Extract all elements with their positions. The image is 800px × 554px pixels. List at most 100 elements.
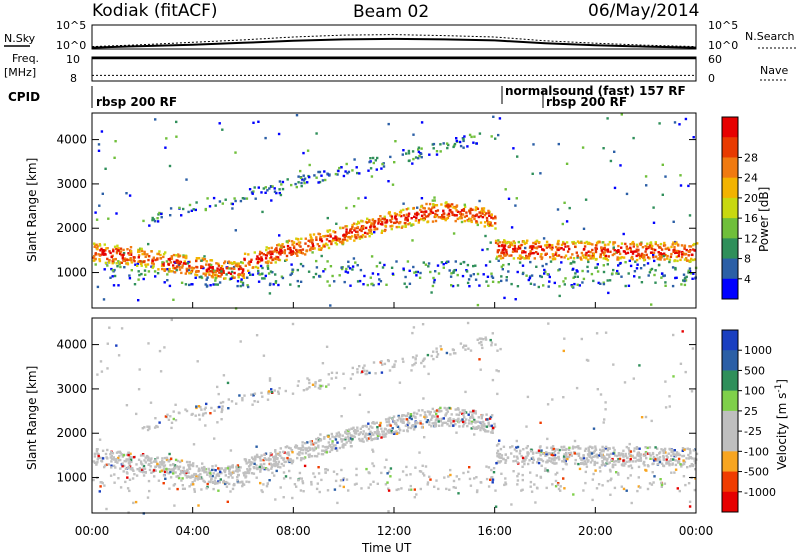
radar-cell (521, 456, 525, 460)
radar-cell (552, 452, 556, 455)
radar-cell (274, 450, 277, 453)
radar-cell (297, 241, 301, 244)
radar-cell (160, 212, 163, 216)
radar-cell (655, 255, 658, 258)
radar-cell (249, 467, 252, 471)
radar-cell (664, 175, 667, 178)
radar-cell (555, 462, 558, 465)
radar-cell (643, 460, 646, 464)
radar-cell (658, 460, 662, 464)
radar-cell (386, 472, 389, 475)
radar-cell (323, 245, 326, 248)
radar-cell (421, 323, 425, 326)
radar-cell (350, 227, 354, 230)
radar-cell (275, 452, 278, 456)
radar-cell (674, 266, 677, 270)
radar-cell (415, 412, 419, 415)
radar-cell (367, 229, 371, 232)
radar-cell (572, 240, 576, 244)
radar-cell (165, 260, 169, 263)
radar-cell (238, 394, 241, 397)
radar-cell (109, 451, 113, 454)
radar-cell (122, 252, 126, 255)
radar-cell (489, 415, 493, 419)
radar-cell (402, 149, 405, 152)
radar-cell (459, 342, 463, 345)
radar-cell (120, 453, 123, 456)
radar-cell (263, 453, 266, 456)
radar-cell (125, 453, 129, 457)
radar-cell (657, 251, 660, 254)
radar-cell (321, 453, 325, 456)
radar-cell (665, 458, 668, 461)
radar-cell (220, 410, 223, 414)
radar-cell (317, 386, 321, 390)
radar-cell (478, 341, 481, 345)
radar-cell (434, 270, 437, 273)
radar-cell (177, 253, 180, 256)
radar-cell (603, 251, 606, 254)
radar-cell (399, 417, 402, 421)
radar-cell (167, 269, 171, 273)
radar-cell (689, 248, 692, 252)
radar-cell (216, 472, 220, 476)
radar-cell (198, 468, 201, 471)
radar-cell (256, 266, 260, 270)
radar-cell (100, 459, 103, 462)
colorbar-tick-label: 28 (744, 151, 758, 164)
radar-cell (531, 452, 535, 455)
radar-cell (248, 271, 251, 274)
radar-cell (210, 275, 214, 278)
radar-cell (260, 465, 264, 469)
radar-cell (119, 247, 123, 250)
radar-cell (368, 235, 371, 238)
radar-cell (664, 247, 667, 251)
radar-cell (549, 256, 552, 259)
radar-cell (407, 223, 410, 226)
radar-cell (278, 251, 281, 254)
radar-cell (530, 274, 534, 277)
radar-cell (384, 483, 388, 486)
radar-cell (362, 227, 365, 230)
radar-cell (470, 420, 474, 424)
radar-cell (245, 197, 249, 200)
radar-cell (274, 281, 277, 284)
radar-cell (180, 479, 183, 482)
radar-cell (485, 425, 489, 428)
radar-cell (106, 342, 109, 345)
radar-cell (683, 283, 687, 287)
radar-cell (320, 174, 323, 177)
y-tick-label: 3000 (56, 382, 87, 396)
radar-cell (200, 275, 203, 278)
radar-cell (414, 212, 417, 216)
radar-cell (146, 496, 150, 499)
radar-cell (507, 241, 510, 244)
radar-cell (312, 244, 315, 248)
radar-cell (528, 275, 532, 278)
radar-cell (249, 273, 252, 276)
radar-cell (226, 467, 230, 470)
radar-cell (631, 255, 634, 259)
radar-cell (468, 466, 471, 469)
radar-cell (537, 461, 541, 465)
radar-cell (518, 452, 522, 455)
radar-cell (111, 452, 115, 455)
radar-cell (325, 385, 328, 388)
radar-cell (504, 477, 507, 480)
radar-cell (196, 360, 199, 363)
radar-cell (274, 280, 278, 283)
radar-cell (688, 245, 691, 248)
radar-cell (227, 407, 230, 410)
radar-cell (337, 169, 340, 173)
radar-cell (182, 254, 185, 257)
radar-cell (121, 257, 124, 260)
radar-cell (677, 460, 681, 463)
radar-cell (622, 256, 626, 259)
radar-cell (413, 271, 416, 274)
radar-cell (248, 263, 251, 266)
radar-cell (196, 266, 199, 269)
radar-cell (370, 224, 373, 227)
radar-cell (478, 132, 482, 135)
radar-cell (512, 460, 515, 463)
radar-cell (429, 478, 432, 481)
